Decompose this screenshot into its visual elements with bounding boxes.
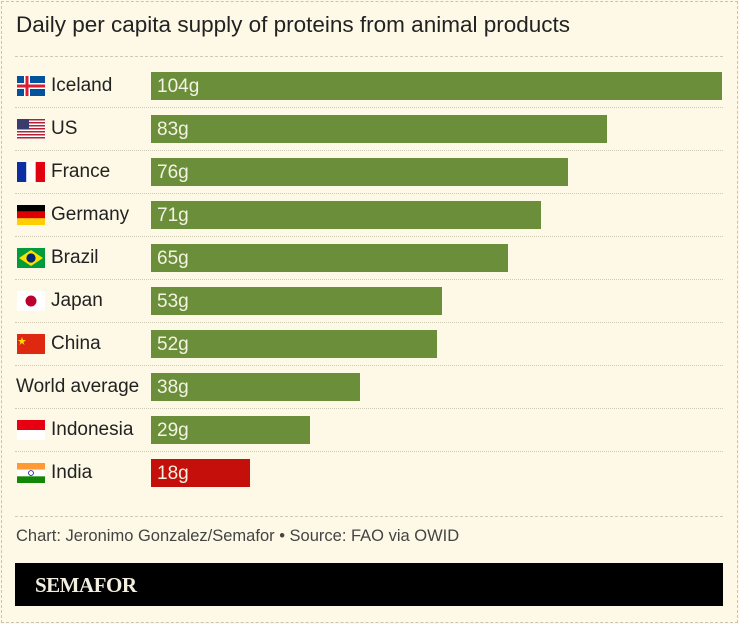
category-label: Germany <box>51 204 130 225</box>
bar-row: Iceland 104g <box>0 65 739 108</box>
row-separator <box>15 236 723 237</box>
category-label: World average <box>16 376 140 397</box>
bar-row: US 83g <box>0 108 739 151</box>
bar-row: Japan 53g <box>0 280 739 323</box>
category-label: US <box>51 118 78 139</box>
row-separator <box>15 322 723 323</box>
bar-row: France 76g <box>0 151 739 194</box>
china-flag-icon <box>17 334 45 354</box>
category-label: Japan <box>51 290 103 311</box>
bar: 52g <box>151 330 437 358</box>
bar-row: Indonesia 29g <box>0 409 739 452</box>
data-label: 104g <box>157 76 200 97</box>
bar: 38g <box>151 373 360 401</box>
category-label: Iceland <box>51 75 113 96</box>
bar: 53g <box>151 287 442 315</box>
category-label: China <box>51 333 101 354</box>
row-separator <box>15 279 723 280</box>
france-flag-icon <box>17 162 45 182</box>
bar: 65g <box>151 244 508 272</box>
row-separator <box>15 193 723 194</box>
bar: 71g <box>151 201 541 229</box>
data-label: 52g <box>157 334 189 355</box>
bar: 83g <box>151 115 607 143</box>
category-label: Indonesia <box>51 419 134 440</box>
row-separator <box>15 408 723 409</box>
bar-row: Germany 71g <box>0 194 739 237</box>
bar-row: Brazil 65g <box>0 237 739 280</box>
category-label: Brazil <box>51 247 99 268</box>
row-separator <box>15 107 723 108</box>
bar: 29g <box>151 416 311 444</box>
data-label: 71g <box>157 205 189 226</box>
data-label: 38g <box>157 377 189 398</box>
source-note: Chart: Jeronimo Gonzalez/Semafor • Sourc… <box>16 527 460 545</box>
category-label: India <box>51 462 93 483</box>
chart-title: Daily per capita supply of proteins from… <box>16 12 571 37</box>
divider <box>15 56 723 57</box>
india-flag-icon <box>17 463 45 483</box>
japan-flag-icon <box>17 291 45 311</box>
bar: 76g <box>151 158 569 186</box>
data-label: 18g <box>157 463 189 484</box>
data-label: 53g <box>157 291 189 312</box>
bar-row: India 18g <box>0 452 739 495</box>
brand-banner: SEMAFOR <box>15 563 723 606</box>
bar-row: China 52g <box>0 323 739 366</box>
indonesia-flag-icon <box>17 420 45 440</box>
germany-flag-icon <box>17 205 45 225</box>
semafor-logo: SEMAFOR <box>35 573 137 597</box>
bar-row: World average 38g <box>0 366 739 409</box>
us-flag-icon <box>17 119 45 139</box>
row-separator <box>15 365 723 366</box>
row-separator <box>15 150 723 151</box>
row-separator <box>15 451 723 452</box>
iceland-flag-icon <box>17 76 45 96</box>
data-label: 76g <box>157 162 189 183</box>
divider <box>15 516 723 517</box>
category-label: France <box>51 161 111 182</box>
brazil-flag-icon <box>17 248 45 268</box>
bar: 18g <box>151 459 250 487</box>
data-label: 65g <box>157 248 189 269</box>
data-label: 29g <box>157 420 189 441</box>
data-label: 83g <box>157 119 189 140</box>
bar: 104g <box>151 72 722 100</box>
